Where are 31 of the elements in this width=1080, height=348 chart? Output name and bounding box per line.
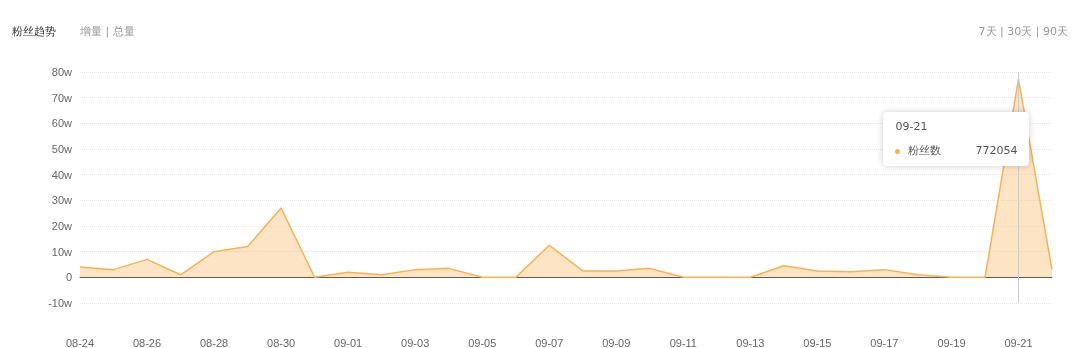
text: 7天 | 30天 | 90天 — [978, 24, 1068, 39]
text: 增量 | 总量 — [80, 24, 135, 39]
y-tick-label: 20w — [51, 220, 73, 232]
y-tick-label: 50w — [51, 143, 73, 155]
x-tick-label: 09-03 — [401, 336, 430, 348]
x-tick-label: 09-11 — [669, 336, 697, 348]
x-tick-label: 09-15 — [803, 336, 832, 348]
x-tick-label: 09-19 — [937, 336, 966, 348]
x-tick-label: 09-05 — [468, 336, 497, 348]
x-tick-label: 08-30 — [267, 336, 296, 348]
y-tick-label: -10w — [48, 297, 73, 309]
y-tick-label: 70w — [51, 91, 73, 104]
y-tick-label: 60w — [51, 117, 73, 130]
y-tick-label: 30w — [51, 194, 73, 207]
y-tick-label: 10w — [51, 245, 73, 258]
chart-title: 粉丝趋势 — [12, 24, 56, 39]
x-tick-label: 09-13 — [736, 336, 765, 348]
x-tick-label: 09-17 — [870, 336, 899, 348]
x-tick-label: 09-21 — [1004, 336, 1033, 348]
annotation: 09-21 — [895, 120, 929, 133]
x-tick-label: 08-28 — [200, 336, 229, 348]
x-tick-label: 08-26 — [132, 336, 162, 348]
y-tick-label: 80w — [51, 66, 73, 78]
x-tick-label: 09-09 — [602, 336, 631, 348]
x-tick-label: 08-24 — [65, 336, 95, 348]
legend-label: 粉丝数 — [908, 144, 942, 157]
y-tick-label: 0 — [65, 271, 72, 284]
y-tick-label: 40w — [51, 168, 73, 181]
x-tick-label: 09-01 — [334, 336, 363, 348]
annotation: 772054 — [975, 144, 1018, 157]
x-tick-label: 09-07 — [535, 336, 564, 348]
